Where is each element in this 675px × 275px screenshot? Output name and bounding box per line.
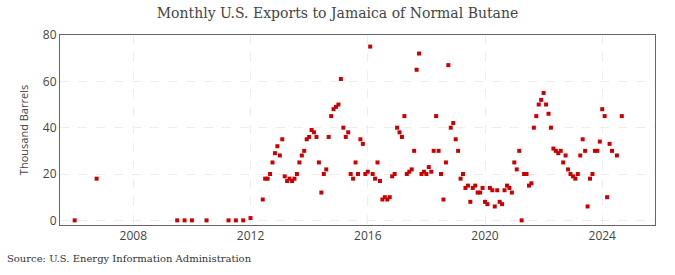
svg-text:2016: 2016 (354, 227, 382, 244)
svg-text:20: 20 (43, 165, 57, 182)
svg-text:Source: U.S. Energy Informatio: Source: U.S. Energy Information Administ… (7, 253, 252, 264)
svg-text:60: 60 (43, 73, 57, 90)
svg-text:Thousand Barrels: Thousand Barrels (16, 85, 31, 175)
svg-text:0: 0 (50, 212, 57, 229)
svg-text:Monthly U.S. Exports to Jamaic: Monthly U.S. Exports to Jamaica of Norma… (157, 5, 518, 21)
svg-text:40: 40 (43, 119, 57, 136)
svg-text:2012: 2012 (237, 227, 265, 244)
svg-text:2020: 2020 (471, 227, 499, 244)
svg-text:2024: 2024 (589, 227, 617, 244)
svg-text:2008: 2008 (120, 227, 148, 244)
svg-text:80: 80 (43, 26, 57, 43)
